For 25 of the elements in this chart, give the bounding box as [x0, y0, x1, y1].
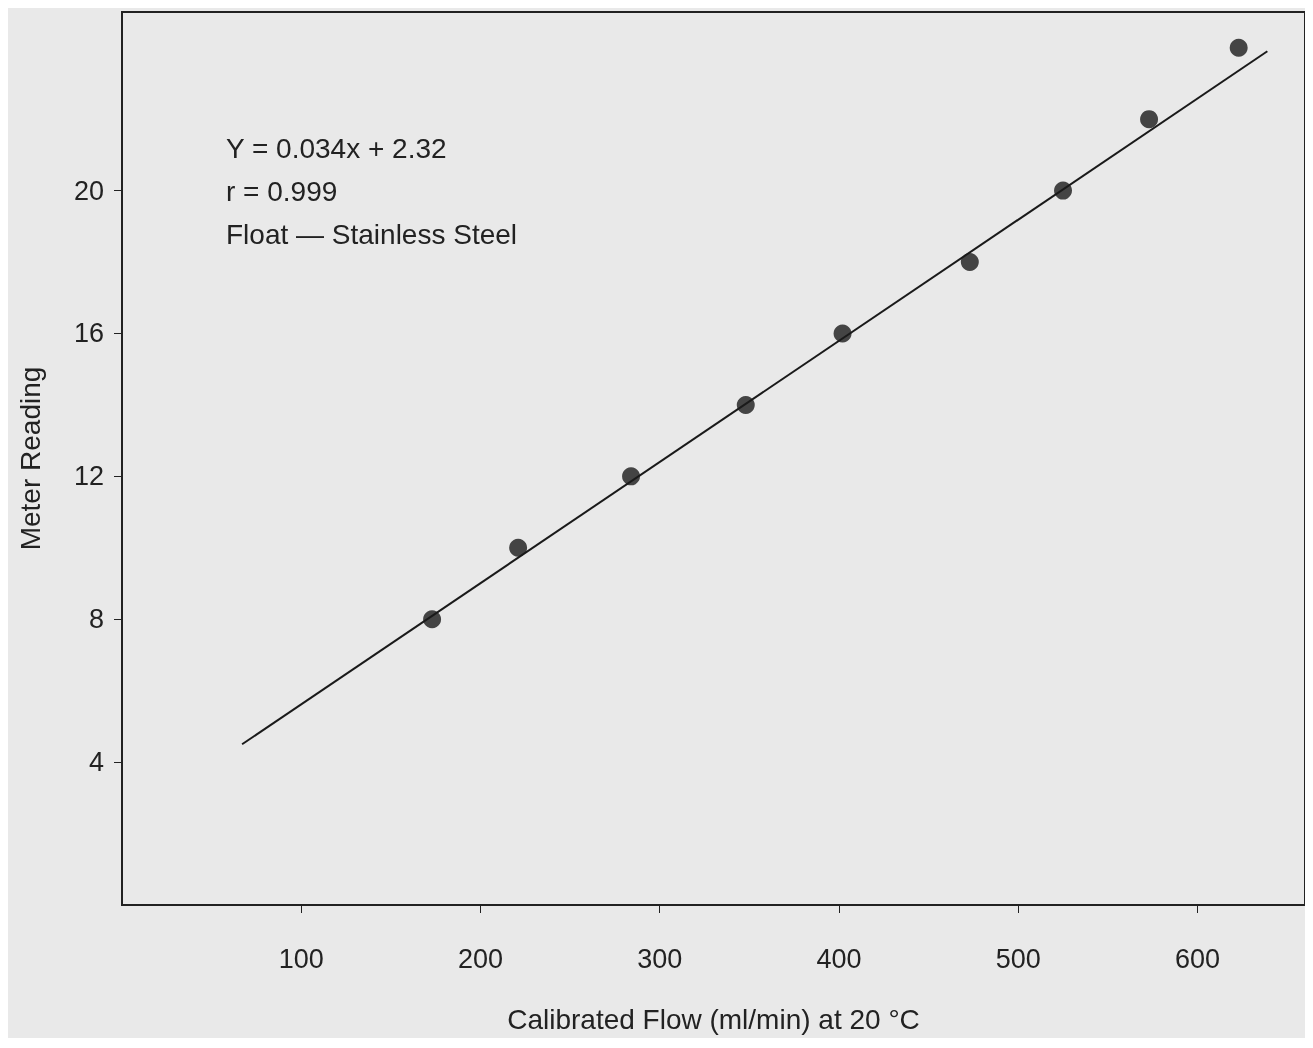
x-tick-label: 100	[278, 943, 324, 974]
point	[960, 253, 979, 272]
y-axis-title: Meter Reading	[14, 366, 46, 551]
point	[736, 395, 755, 414]
point	[423, 610, 442, 629]
x-tick-label: 600	[1174, 943, 1220, 974]
point	[1229, 38, 1248, 57]
point	[509, 538, 528, 557]
point	[1054, 181, 1073, 200]
x-tick-label: 300	[637, 943, 683, 974]
x-tick-label: 500	[995, 943, 1041, 974]
x-axis-title: Calibrated Flow (ml/min) at 20 °C	[507, 1003, 920, 1035]
y-tick-label: 12	[73, 461, 104, 492]
point	[622, 467, 641, 486]
annotation: r = 0.999	[226, 175, 338, 207]
y-tick-label: 20	[73, 175, 104, 206]
annotation: Float — Stainless Steel	[226, 218, 518, 250]
y-tick-label: 16	[73, 318, 104, 349]
x-tick-label: 200	[457, 943, 504, 974]
y-tick-label: 4	[88, 747, 104, 778]
point	[833, 324, 852, 343]
point	[1140, 110, 1159, 129]
y-tick-label: 8	[88, 604, 104, 635]
x-tick-label: 400	[816, 943, 862, 974]
annotation: Y = 0.034x + 2.32	[226, 132, 447, 164]
